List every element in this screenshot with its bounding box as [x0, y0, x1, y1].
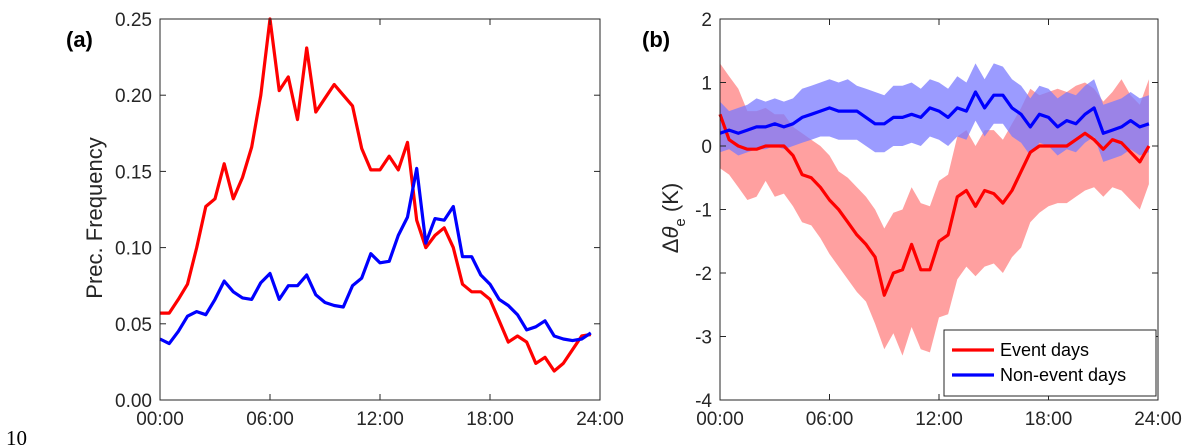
x-tick-label: 06:00: [806, 409, 854, 430]
series-1-line: [719, 90, 1150, 135]
series-1-line: [159, 166, 592, 346]
x-tick-label: 18:00: [1025, 409, 1073, 430]
panel-b-label: (b): [642, 27, 670, 52]
x-tick-label: 00:00: [696, 409, 744, 430]
y-tick-label: 2: [701, 10, 712, 31]
panel-a-ylabel: Prec. Frequency: [82, 137, 107, 298]
y-tick-label: 0: [701, 137, 712, 158]
y-tick-label: 0.25: [115, 10, 152, 31]
panel-a: (a) Prec. Frequency 00:00 06:00 12:00 18:00…: [66, 10, 624, 430]
y-tick-label: 1: [701, 74, 712, 95]
panel-b-ylabel: Δθe (K): [658, 183, 689, 253]
panel-a-label: (a): [66, 27, 93, 52]
ylabel-unit: (K): [658, 183, 683, 218]
x-tick-label: 00:00: [136, 409, 184, 430]
legend-label-0: Event days: [1000, 340, 1089, 360]
x-tick-label: 18:00: [466, 409, 514, 430]
y-tick-label: -2: [695, 264, 712, 285]
y-tick-label: 0.05: [115, 315, 152, 336]
ylabel-subscript: e: [672, 218, 689, 226]
y-tick-label: 0.10: [115, 239, 152, 260]
legend-box: [943, 329, 1157, 397]
y-tick-label: 0.15: [115, 162, 152, 183]
ylabel-delta: Δ: [658, 238, 683, 253]
x-tick-label: 24:00: [1134, 409, 1182, 430]
x-tick-label: 12:00: [356, 409, 404, 430]
y-tick-label: 0.20: [115, 86, 152, 107]
axes-frame: [159, 18, 601, 401]
page-number: 10: [6, 426, 27, 446]
legend-label-1: Non-event days: [1000, 365, 1126, 385]
series-1-band: [720, 63, 1149, 162]
panel-b: (b) Δθe (K) 00:00 06:00 12:00 18:00 24:00 -4 -…: [642, 10, 1182, 430]
ylabel-theta: θ: [658, 227, 683, 239]
series-0-line: [718, 113, 1151, 297]
y-tick-label: -1: [695, 201, 712, 222]
y-tick-label: -3: [695, 328, 712, 349]
x-tick-label: 12:00: [915, 409, 963, 430]
series-0-line: [160, 17, 592, 373]
x-tick-label: 24:00: [576, 409, 624, 430]
x-tick-label: 06:00: [246, 409, 294, 430]
y-tick-label: 0.00: [115, 391, 152, 412]
y-tick-label: -4: [695, 391, 712, 412]
